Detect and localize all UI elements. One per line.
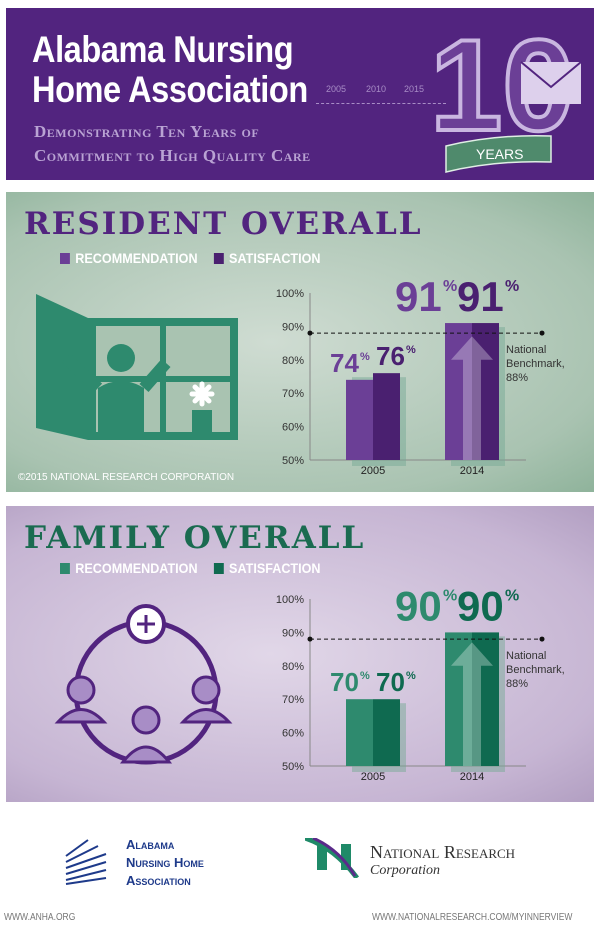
y-tick-label: 60%	[282, 728, 304, 740]
x-tick-label: 2014	[460, 465, 484, 477]
benchmark-label: 88%	[506, 678, 528, 690]
resident-overall-section: RESIDENT OVERALL RECOMMENDATION SATISFAC…	[6, 192, 594, 492]
bar	[346, 379, 373, 460]
y-tick-label: 50%	[282, 455, 304, 467]
legend-swatch	[213, 252, 224, 264]
data-label: 74	[330, 348, 359, 378]
legend: RECOMMENDATION SATISFACTION	[60, 560, 321, 576]
ten-years-badge-icon: 10 YEARS	[428, 12, 582, 173]
anha-url[interactable]: WWW.ANHA.ORG	[4, 912, 76, 923]
legend-label: RECOMMENDATION	[75, 250, 198, 266]
subtitle-line: Commitment to High Quality Care	[34, 146, 311, 165]
legend-swatch	[60, 252, 70, 264]
x-tick-label: 2005	[361, 465, 385, 477]
y-tick-label: 100%	[276, 288, 304, 300]
y-tick-label: 80%	[282, 355, 304, 367]
timeline-label: 2010	[366, 84, 387, 94]
logo-text: Nursing Home	[126, 855, 204, 870]
data-label-percent: %	[406, 344, 416, 356]
data-label: 91	[457, 273, 504, 320]
title-line: Alabama Nursing	[32, 29, 294, 70]
bar	[445, 323, 472, 460]
legend-label: SATISFACTION	[229, 560, 321, 576]
logo-text: Alabama	[126, 837, 175, 852]
data-label-percent: %	[360, 351, 370, 363]
benchmark-label: 88%	[506, 372, 528, 384]
data-label-percent: %	[505, 587, 519, 604]
header-banner: Alabama Nursing Home Association Demonstr…	[6, 8, 594, 180]
copyright: ©2015 NATIONAL RESEARCH CORPORATION	[18, 472, 235, 483]
legend-swatch	[213, 562, 224, 574]
logo-text: Corporation	[370, 863, 441, 878]
data-label: 70	[376, 667, 405, 697]
data-label: 70	[330, 667, 359, 697]
bar	[445, 632, 472, 766]
x-tick-label: 2005	[361, 771, 385, 783]
data-label: 90	[457, 582, 504, 629]
nrc-url[interactable]: WWW.NATIONALRESEARCH.COM/MYINNERVIEW	[372, 912, 573, 923]
subtitle-line: Demonstrating Ten Years of	[34, 122, 260, 141]
y-tick-label: 90%	[282, 627, 304, 639]
family-overall-section: FAMILY OVERALL RECOMMENDATION SATISFACTI…	[6, 506, 594, 802]
benchmark-dot	[307, 636, 313, 642]
y-tick-label: 50%	[282, 761, 304, 773]
badge-ribbon: YEARS	[476, 146, 523, 162]
data-label: 76	[376, 341, 405, 371]
benchmark-label: Benchmark,	[506, 664, 565, 676]
y-tick-label: 60%	[282, 422, 304, 434]
page-title: Alabama Nursing Home Association	[32, 30, 308, 110]
data-label-percent: %	[443, 278, 457, 295]
family-circle-icon	[54, 604, 233, 765]
y-tick-label: 80%	[282, 661, 304, 673]
bar	[472, 323, 499, 460]
bar	[373, 699, 400, 766]
benchmark-dot	[539, 636, 545, 642]
legend: RECOMMENDATION SATISFACTION	[60, 250, 321, 266]
benchmark-dot	[307, 330, 313, 336]
legend-label: RECOMMENDATION	[75, 560, 198, 576]
benchmark-label: National	[506, 650, 546, 662]
window-person-icon	[36, 294, 238, 440]
data-label-percent: %	[360, 670, 370, 682]
y-tick-label: 70%	[282, 694, 304, 706]
data-label-percent: %	[443, 587, 457, 604]
title-line: Home Association	[32, 69, 308, 110]
y-tick-label: 90%	[282, 321, 304, 333]
up-arrow-icon	[451, 642, 493, 766]
benchmark-dot	[539, 330, 545, 336]
timeline-label: 2005	[326, 84, 347, 94]
data-label: 91	[395, 273, 442, 320]
data-label-percent: %	[406, 670, 416, 682]
logo-text: Association	[126, 873, 191, 888]
subtitle: Demonstrating Ten Years of Commitment to …	[34, 120, 311, 168]
legend-swatch	[60, 562, 70, 574]
bar	[346, 699, 373, 766]
benchmark-label: Benchmark,	[506, 358, 565, 370]
nrc-n-logo-icon	[305, 838, 360, 878]
section-heading: RESIDENT OVERALL	[24, 206, 423, 242]
legend-label: SATISFACTION	[229, 250, 321, 266]
x-tick-label: 2014	[460, 771, 484, 783]
y-tick-label: 70%	[282, 388, 304, 400]
bar	[472, 632, 499, 766]
house-logo-icon	[65, 839, 107, 885]
data-label: 90	[395, 582, 442, 629]
up-arrow-icon	[451, 336, 493, 460]
data-label-percent: %	[505, 278, 519, 295]
timeline-label: 2015	[404, 84, 425, 94]
timeline-line	[316, 103, 446, 104]
y-tick-label: 100%	[276, 594, 304, 606]
logo-text: National Research	[370, 842, 516, 862]
bar	[373, 373, 400, 460]
badge-number: 10	[430, 12, 575, 158]
benchmark-label: National	[506, 344, 546, 356]
section-heading: FAMILY OVERALL	[24, 520, 366, 556]
